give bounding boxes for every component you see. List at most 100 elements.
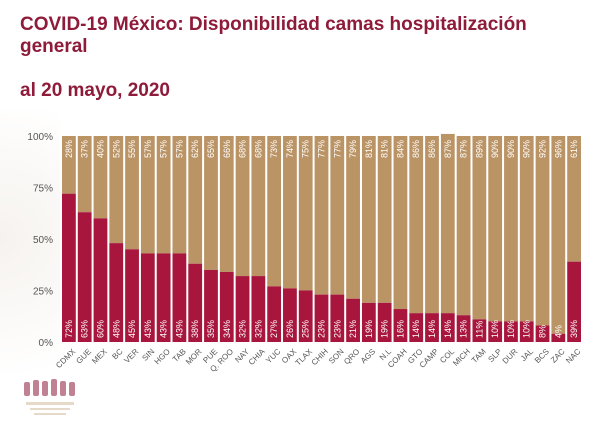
data-label-occupied: 10% — [522, 320, 532, 338]
x-tick-label: AGS — [359, 347, 377, 365]
x-tick-label: VER — [122, 347, 140, 365]
bar-occupied — [425, 313, 439, 342]
x-tick-label: HGO — [153, 347, 172, 366]
data-label-occupied: 45% — [127, 320, 137, 338]
data-label-available: 57% — [159, 140, 169, 158]
bar-occupied — [519, 321, 534, 342]
data-label-available: 90% — [490, 140, 500, 158]
bar-available — [377, 136, 392, 303]
x-tick-label: MEX — [90, 347, 109, 366]
bar-occupied — [346, 298, 360, 342]
y-tick-label: 25% — [33, 287, 53, 298]
data-label-available: 37% — [80, 140, 90, 158]
bar-available — [456, 136, 471, 316]
bar-occupied — [504, 321, 518, 342]
data-label-occupied: 11% — [474, 321, 484, 338]
data-label-available: 73% — [269, 140, 279, 158]
bar-occupied — [456, 315, 471, 342]
data-label-occupied: 13% — [459, 320, 469, 338]
data-label-available: 62% — [190, 140, 200, 158]
bar-available — [140, 136, 155, 254]
x-tick-label: SLP — [486, 347, 503, 364]
bar-occupied — [298, 290, 313, 342]
x-tick-label: ZAC — [549, 347, 567, 365]
data-label-occupied: 23% — [332, 320, 342, 338]
data-label-available: 28% — [64, 140, 74, 158]
data-label-occupied: 23% — [317, 320, 327, 338]
data-label-occupied: 48% — [111, 320, 121, 338]
data-label-occupied: 43% — [174, 320, 184, 338]
data-label-available: 65% — [206, 140, 216, 158]
data-label-occupied: 4% — [553, 325, 563, 338]
data-label-occupied: 25% — [301, 320, 311, 338]
bar-occupied — [140, 253, 155, 342]
data-label-available: 57% — [174, 140, 184, 158]
data-label-occupied: 35% — [206, 320, 216, 338]
bar-occupied — [361, 302, 376, 342]
bar-available — [251, 136, 266, 277]
bar-occupied — [551, 333, 566, 342]
bar-available — [425, 136, 439, 314]
bar-available — [62, 136, 76, 194]
data-label-available: 77% — [332, 140, 342, 158]
bar-available — [125, 136, 139, 250]
data-label-available: 52% — [111, 140, 121, 158]
bar-available — [298, 136, 313, 291]
bar-available — [204, 136, 218, 270]
bar-available — [409, 136, 424, 314]
data-label-available: 96% — [553, 140, 563, 158]
x-tick-label: CHIA — [247, 347, 267, 367]
bar-occupied — [472, 319, 487, 342]
bar-occupied — [377, 302, 392, 342]
bar-available — [172, 136, 187, 254]
data-label-occupied: 60% — [95, 320, 105, 338]
bar-available — [393, 136, 408, 310]
bar-available — [519, 136, 534, 322]
data-label-occupied: 27% — [269, 320, 279, 338]
bar-occupied — [409, 313, 424, 342]
bar-occupied — [314, 294, 329, 342]
data-label-available: 86% — [427, 140, 437, 158]
data-label-available: 68% — [238, 140, 248, 158]
y-tick-label: 75% — [33, 184, 53, 195]
data-label-occupied: 19% — [364, 320, 374, 338]
bar-occupied — [283, 288, 297, 342]
data-label-available: 87% — [459, 140, 469, 158]
bar-occupied — [204, 269, 218, 342]
bar-occupied — [125, 249, 139, 342]
x-tick-label: SON — [327, 347, 346, 366]
x-tick-label: QRO — [342, 347, 361, 366]
data-label-available: 79% — [348, 140, 358, 158]
bar-available — [346, 136, 360, 299]
bar-occupied — [488, 321, 503, 342]
bar-available — [267, 136, 282, 287]
bar-available — [235, 136, 250, 277]
bar-occupied — [535, 325, 550, 342]
data-label-available: 84% — [395, 140, 405, 158]
background-decoration — [0, 110, 60, 430]
bar-available — [314, 136, 329, 295]
bar-available — [567, 136, 581, 262]
bar-available — [504, 136, 518, 322]
data-label-occupied: 16% — [395, 320, 405, 338]
data-label-occupied: 26% — [285, 320, 295, 338]
bar-occupied — [172, 253, 187, 342]
data-label-available: 90% — [506, 140, 516, 158]
data-label-occupied: 14% — [411, 320, 421, 338]
bar-occupied — [62, 193, 76, 342]
bar-available — [109, 136, 124, 244]
bar-occupied — [267, 286, 282, 342]
data-label-occupied: 43% — [143, 320, 153, 338]
data-label-occupied: 34% — [222, 320, 232, 338]
bar-available — [283, 136, 297, 289]
x-tick-label: NAC — [564, 347, 582, 365]
bar-available — [361, 136, 376, 303]
data-label-available: 81% — [364, 140, 374, 158]
x-tick-label: YUC — [264, 347, 282, 365]
data-label-available: 55% — [127, 140, 137, 158]
y-tick-label: 100% — [27, 132, 53, 143]
bar-occupied — [109, 243, 124, 342]
bar-occupied — [188, 263, 203, 342]
x-tick-label: TLAX — [294, 347, 315, 368]
bar-available — [440, 133, 455, 314]
